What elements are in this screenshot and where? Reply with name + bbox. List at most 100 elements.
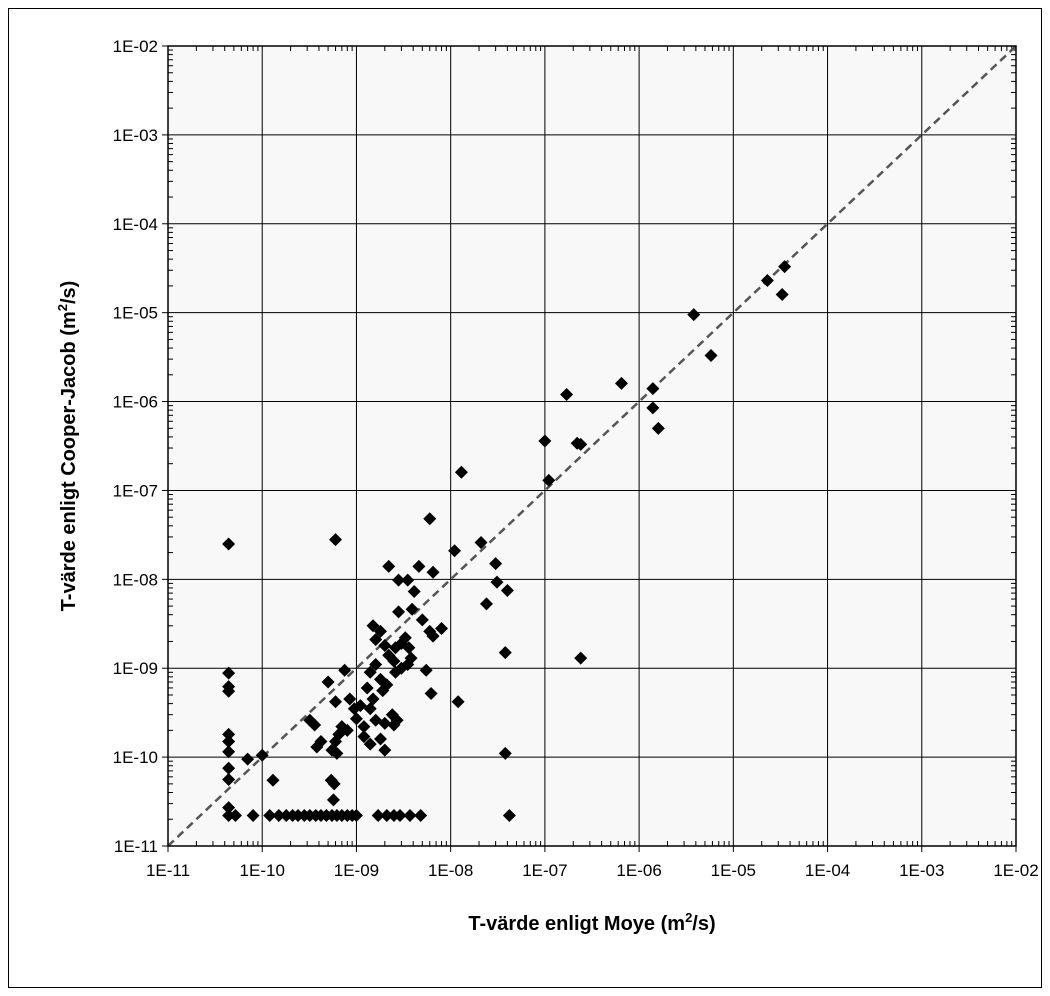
data-point-52 <box>387 654 401 668</box>
data-point-93 <box>327 777 341 791</box>
y-tick-label-8: 1E-03 <box>113 126 158 145</box>
data-point-109 <box>246 809 260 823</box>
x-axis-title-sup: 2 <box>685 910 692 925</box>
data-point-107 <box>222 809 236 823</box>
y-tick-label-6: 1E-05 <box>113 304 158 323</box>
data-point-22 <box>500 583 514 597</box>
x-tick-label-5: 1E-06 <box>616 861 661 880</box>
data-point-96 <box>255 748 269 762</box>
x-tick-label-1: 1E-10 <box>240 861 285 880</box>
data-point-127 <box>380 809 394 823</box>
data-point-55 <box>404 651 418 665</box>
data-point-32 <box>412 559 426 573</box>
y-tick-label-1: 1E-10 <box>113 748 158 767</box>
data-point-110 <box>263 809 277 823</box>
y-axis-title-sup: 2 <box>55 304 70 311</box>
data-point-37 <box>415 613 429 627</box>
data-point-75 <box>357 730 371 744</box>
data-point-12 <box>574 437 588 451</box>
y-tick-label-4: 1E-07 <box>113 481 158 500</box>
data-point-36 <box>392 605 406 619</box>
data-point-97 <box>241 752 255 766</box>
x-tick-label-2: 1E-09 <box>334 861 379 880</box>
data-point-95 <box>266 773 280 787</box>
data-point-19 <box>474 535 488 549</box>
x-tick-labels: 1E-11 1E-10 1E-09 1E-08 1E-07 1E-06 1E-05 1E-04… <box>146 861 1039 880</box>
y-tick-label-0: 1E-11 <box>114 837 158 856</box>
data-point-26 <box>451 695 465 709</box>
data-point-45 <box>369 633 383 647</box>
data-point-62 <box>360 681 374 695</box>
data-point-102 <box>222 734 236 748</box>
data-point-0 <box>760 274 774 288</box>
data-point-5 <box>560 388 574 402</box>
data-point-40 <box>426 629 440 643</box>
data-point-84 <box>347 702 361 716</box>
data-point-27 <box>498 746 512 760</box>
data-point-9 <box>651 421 665 435</box>
x-tick-label-0: 1E-11 <box>146 861 190 880</box>
data-point-10 <box>538 434 552 448</box>
data-point-100 <box>222 684 236 698</box>
data-point-76 <box>378 743 392 757</box>
y-tick-label-2: 1E-09 <box>113 659 158 678</box>
data-point-13 <box>542 473 556 487</box>
data-point-74 <box>363 737 377 751</box>
data-point-125 <box>349 809 363 823</box>
x-tick-label-7: 1E-04 <box>805 861 850 880</box>
data-point-21 <box>490 575 504 589</box>
data-point-15 <box>423 512 437 526</box>
data-point-34 <box>407 584 421 598</box>
x-axis-title-main: T-värde enligt Moye (m <box>468 913 685 935</box>
data-point-104 <box>222 761 236 775</box>
data-point-66 <box>349 712 363 726</box>
data-point-83 <box>343 692 357 706</box>
data-point-38 <box>435 621 449 635</box>
data-point-46 <box>378 639 392 653</box>
y-tick-label-9: 1E-02 <box>113 37 158 56</box>
plot-border <box>167 45 1017 847</box>
data-point-111 <box>272 809 286 823</box>
data-point-28 <box>502 809 516 823</box>
y-tick-label-7: 1E-04 <box>113 215 158 234</box>
data-point-3 <box>687 308 701 322</box>
data-point-98 <box>222 666 236 680</box>
data-point-18 <box>448 544 462 558</box>
y-axis-title-tail: /s) <box>58 281 80 304</box>
data-point-30 <box>392 573 406 587</box>
plot-area <box>168 46 1016 846</box>
data-point-24 <box>498 646 512 660</box>
y-axis-title: T-värde enligt Cooper-Jacob (m2/s) <box>55 281 80 612</box>
x-tick-label-9: 1E-02 <box>993 861 1038 880</box>
data-point-69 <box>378 716 392 730</box>
data-point-131 <box>414 809 428 823</box>
data-point-14 <box>454 465 468 479</box>
data-point-86 <box>321 675 335 689</box>
data-point-41 <box>419 663 433 677</box>
data-point-20 <box>489 557 503 571</box>
data-point-50 <box>402 641 416 655</box>
data-points <box>222 260 792 823</box>
data-point-16 <box>329 533 343 547</box>
data-point-8 <box>646 401 660 415</box>
x-tick-label-4: 1E-07 <box>522 861 567 880</box>
data-point-4 <box>704 348 718 362</box>
data-point-57 <box>369 658 383 672</box>
data-point-2 <box>778 260 792 274</box>
data-point-31 <box>401 573 415 587</box>
data-point-35 <box>405 602 419 616</box>
x-axis-title-tail: /s) <box>692 913 715 935</box>
data-point-49 <box>398 631 412 645</box>
y-tick-label-3: 1E-08 <box>113 570 158 589</box>
data-point-108 <box>228 809 242 823</box>
data-point-1 <box>775 288 789 302</box>
x-tick-label-8: 1E-03 <box>899 861 944 880</box>
data-point-90 <box>314 734 328 748</box>
x-axis-title: T-värde enligt Moye (m2/s) <box>468 910 715 935</box>
y-tick-labels: 1E-11 1E-10 1E-09 1E-08 1E-07 1E-06 1E-05 1E-04… <box>113 37 158 856</box>
data-point-105 <box>222 772 236 786</box>
data-point-85 <box>329 695 343 709</box>
data-point-23 <box>479 597 493 611</box>
x-tick-label-3: 1E-08 <box>428 861 473 880</box>
